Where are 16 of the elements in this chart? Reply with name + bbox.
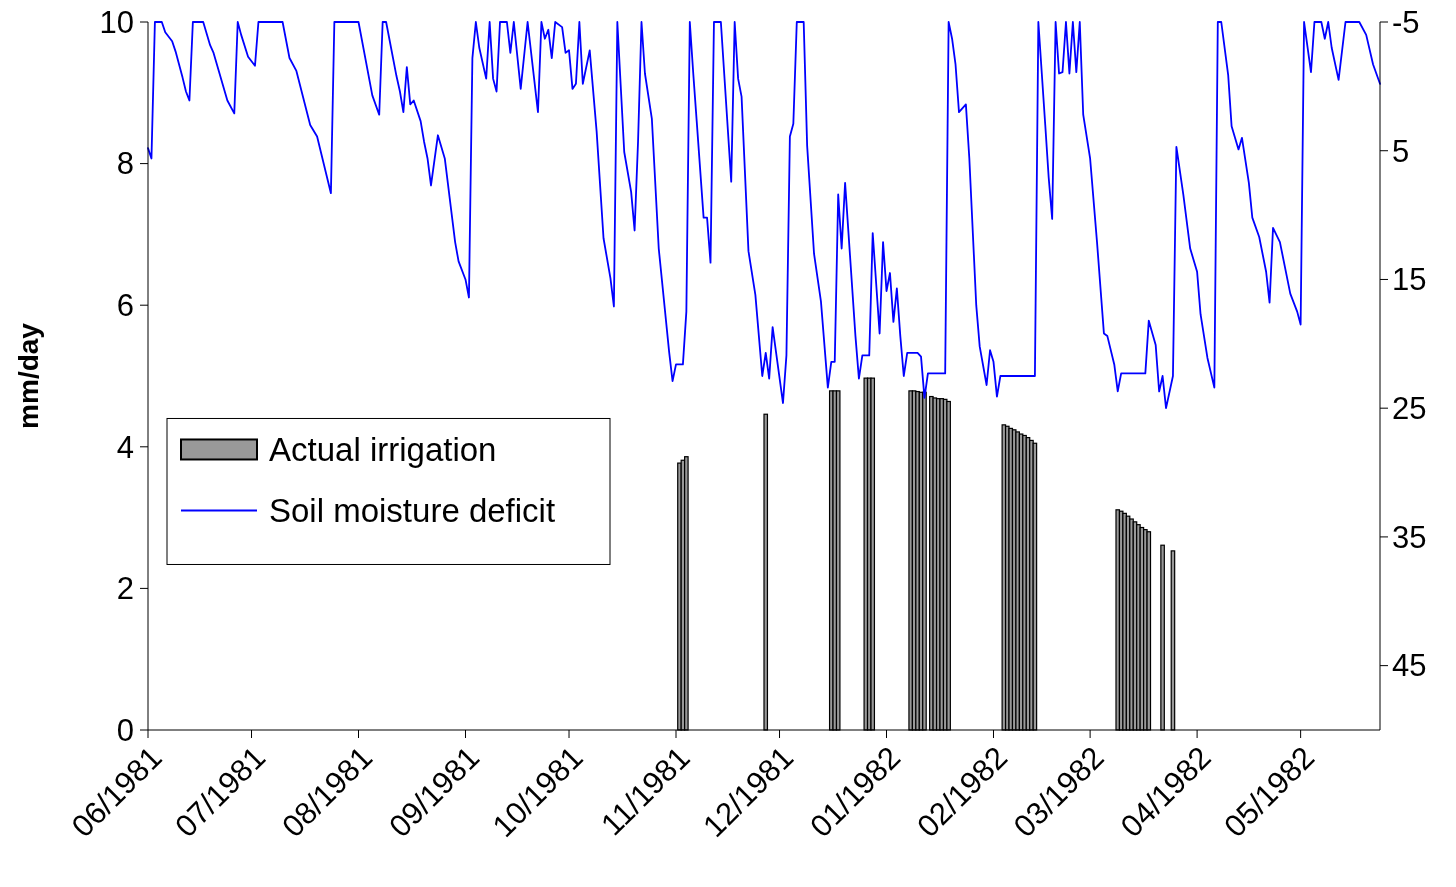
y2-tick-label: 25 bbox=[1392, 391, 1427, 427]
y2-tick-label: -5 bbox=[1392, 4, 1420, 40]
y-tick-label: 2 bbox=[116, 571, 134, 607]
y2-tick-label: 45 bbox=[1392, 648, 1427, 684]
legend-label: Actual irrigation bbox=[269, 431, 497, 469]
line-series bbox=[147, 21, 1381, 410]
y-tick-label: 8 bbox=[116, 146, 134, 182]
y-tick-label: 0 bbox=[116, 712, 134, 748]
y2-tick-label: 35 bbox=[1392, 519, 1427, 555]
y-tick-label: 10 bbox=[99, 4, 134, 40]
y2-tick-label: 15 bbox=[1392, 262, 1427, 298]
y-tick-label: 4 bbox=[116, 429, 134, 465]
y-tick-label: 6 bbox=[116, 288, 134, 324]
legend-label: Soil moisture deficit bbox=[269, 492, 556, 530]
y-axis-title: mm/day bbox=[13, 322, 44, 429]
y2-tick-label: 5 bbox=[1392, 133, 1410, 169]
